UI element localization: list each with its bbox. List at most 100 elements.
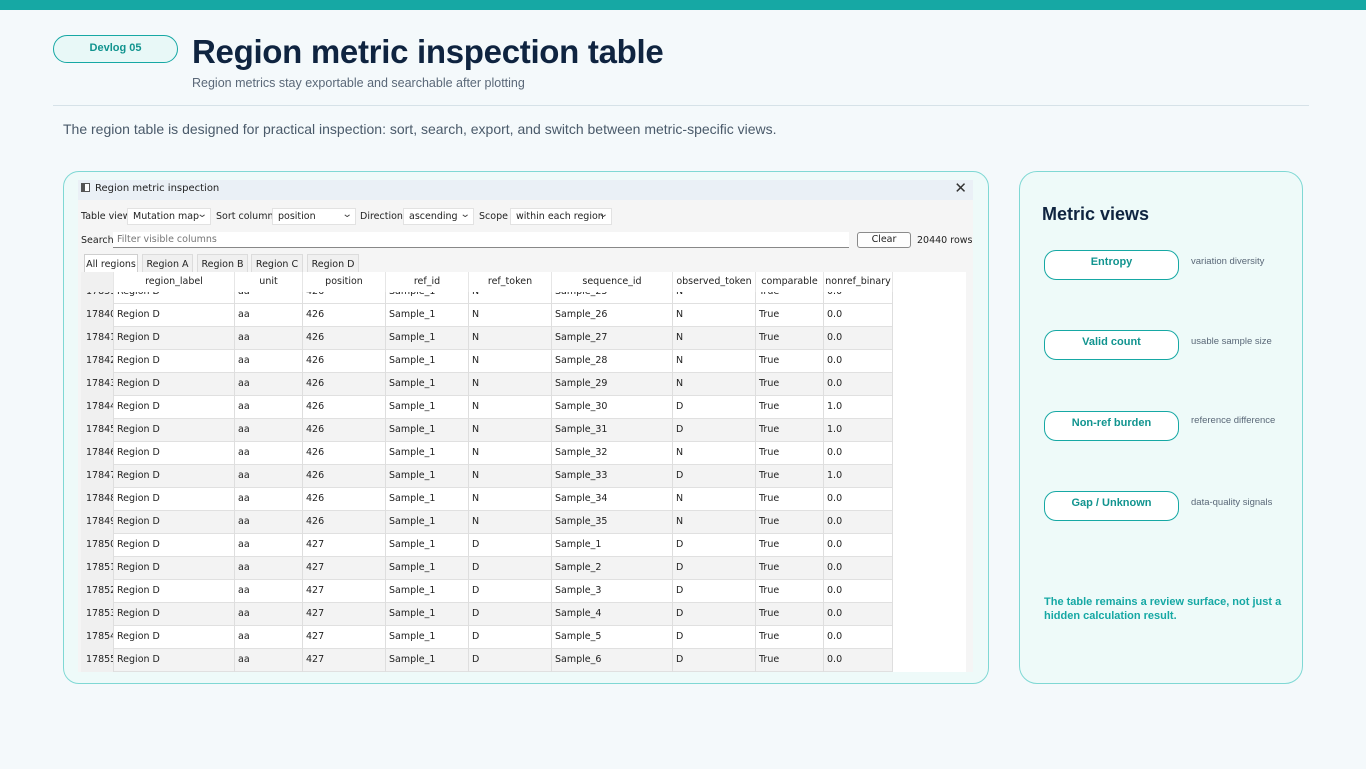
window-app-icon	[81, 183, 90, 192]
table-cell-comparable: True	[756, 488, 824, 511]
row-index: 17843	[81, 373, 114, 396]
table-cell-unit: aa	[235, 649, 303, 672]
table-cell-sequence-id: Sample_2	[552, 557, 673, 580]
table-cell-ref-token: N	[469, 396, 552, 419]
table-cell-nonref-binary: 0.0	[824, 488, 893, 511]
metric-gap-unknown-button[interactable]: Gap / Unknown	[1044, 491, 1179, 521]
table-cell-nonref-binary: 1.0	[824, 419, 893, 442]
table-cell-observed-token: D	[673, 557, 756, 580]
table-cell-sequence-id: Sample_30	[552, 396, 673, 419]
table-cell-unit: aa	[235, 350, 303, 373]
column-header-sequence-id[interactable]: sequence_id	[552, 272, 673, 292]
table-cell-region-label: Region D	[114, 580, 235, 603]
table-cell-region-label: Region D	[114, 534, 235, 557]
table-cell-unit: aa	[235, 327, 303, 350]
table-cell-ref-id: Sample_1	[386, 488, 469, 511]
table-cell-position: 427	[303, 534, 386, 557]
table-cell-sequence-id: Sample_31	[552, 419, 673, 442]
column-header-ref-id[interactable]: ref_id	[386, 272, 469, 292]
column-header-observed-token[interactable]: observed_token	[673, 272, 756, 292]
table-cell-position: 427	[303, 557, 386, 580]
table-cell-observed-token: N	[673, 350, 756, 373]
column-header-comparable[interactable]: comparable	[756, 272, 824, 292]
table-cell-ref-id: Sample_1	[386, 419, 469, 442]
table-cell-comparable: True	[756, 396, 824, 419]
table-cell-nonref-binary: 0.0	[824, 626, 893, 649]
table-cell-position: 427	[303, 649, 386, 672]
sort-column-select[interactable]: position ⌄	[272, 208, 356, 225]
table-cell-comparable: True	[756, 511, 824, 534]
table-cell-region-label: Region D	[114, 304, 235, 327]
table-cell-ref-id: Sample_1	[386, 373, 469, 396]
table-cell-ref-id: Sample_1	[386, 557, 469, 580]
close-icon[interactable]: ✕	[954, 180, 967, 197]
table-cell-observed-token: N	[673, 488, 756, 511]
table-cell-nonref-binary: 0.0	[824, 557, 893, 580]
table-cell-region-label: Region D	[114, 419, 235, 442]
table-cell-sequence-id: Sample_27	[552, 327, 673, 350]
table-cell-sequence-id: Sample_5	[552, 626, 673, 649]
table-view-select[interactable]: Mutation map ⌄	[127, 208, 211, 225]
table-cell-observed-token: N	[673, 373, 756, 396]
tab-region-c[interactable]: Region C	[251, 254, 303, 272]
row-index: 17854	[81, 626, 114, 649]
clear-button[interactable]: Clear	[857, 232, 911, 248]
table-cell-ref-token: D	[469, 534, 552, 557]
scope-select[interactable]: within each region ⌄	[510, 208, 612, 225]
column-header-region-label[interactable]: region_label	[114, 272, 235, 292]
table-cell-unit: aa	[235, 442, 303, 465]
column-header-ref-token[interactable]: ref_token	[469, 272, 552, 292]
column-header-nonref-binary[interactable]: nonref_binary	[824, 272, 893, 292]
devlog-badge: Devlog 05	[53, 35, 178, 63]
metric-valid-count-button[interactable]: Valid count	[1044, 330, 1179, 360]
table-cell-position: 426	[303, 396, 386, 419]
table-cell-nonref-binary: 0.0	[824, 373, 893, 396]
table-cell-sequence-id: Sample_34	[552, 488, 673, 511]
row-index: 17851	[81, 557, 114, 580]
table-cell-ref-id: Sample_1	[386, 327, 469, 350]
direction-select[interactable]: ascending ⌄	[403, 208, 474, 225]
table-cell-nonref-binary: 1.0	[824, 396, 893, 419]
tab-all-regions[interactable]: All regions	[84, 254, 138, 272]
table-cell-region-label: Region D	[114, 603, 235, 626]
tab-region-d[interactable]: Region D	[307, 254, 359, 272]
metric-entropy-description: variation diversity	[1191, 256, 1265, 267]
table-cell-comparable: True	[756, 603, 824, 626]
table-cell-position: 426	[303, 373, 386, 396]
table-cell-sequence-id: Sample_26	[552, 304, 673, 327]
table-view-value: Mutation map	[133, 211, 200, 222]
column-header-unit[interactable]: unit	[235, 272, 303, 292]
table-cell-ref-token: N	[469, 511, 552, 534]
tab-region-b[interactable]: Region B	[197, 254, 248, 272]
row-index: 17848	[81, 488, 114, 511]
table-cell-ref-token: D	[469, 580, 552, 603]
column-header-position[interactable]: position	[303, 272, 386, 292]
sort-column-label: Sort column	[216, 211, 274, 222]
metric-nonref-burden-button[interactable]: Non-ref burden	[1044, 411, 1179, 441]
table-cell-observed-token: N	[673, 327, 756, 350]
table-cell-position: 427	[303, 580, 386, 603]
metric-entropy-button[interactable]: Entropy	[1044, 250, 1179, 280]
tab-region-a[interactable]: Region A	[142, 254, 193, 272]
table-cell-comparable: True	[756, 649, 824, 672]
search-input[interactable]	[113, 232, 849, 248]
table-cell-nonref-binary: 0.0	[824, 327, 893, 350]
chevron-down-icon: ⌄	[459, 209, 471, 220]
table-cell-nonref-binary: 0.0	[824, 304, 893, 327]
